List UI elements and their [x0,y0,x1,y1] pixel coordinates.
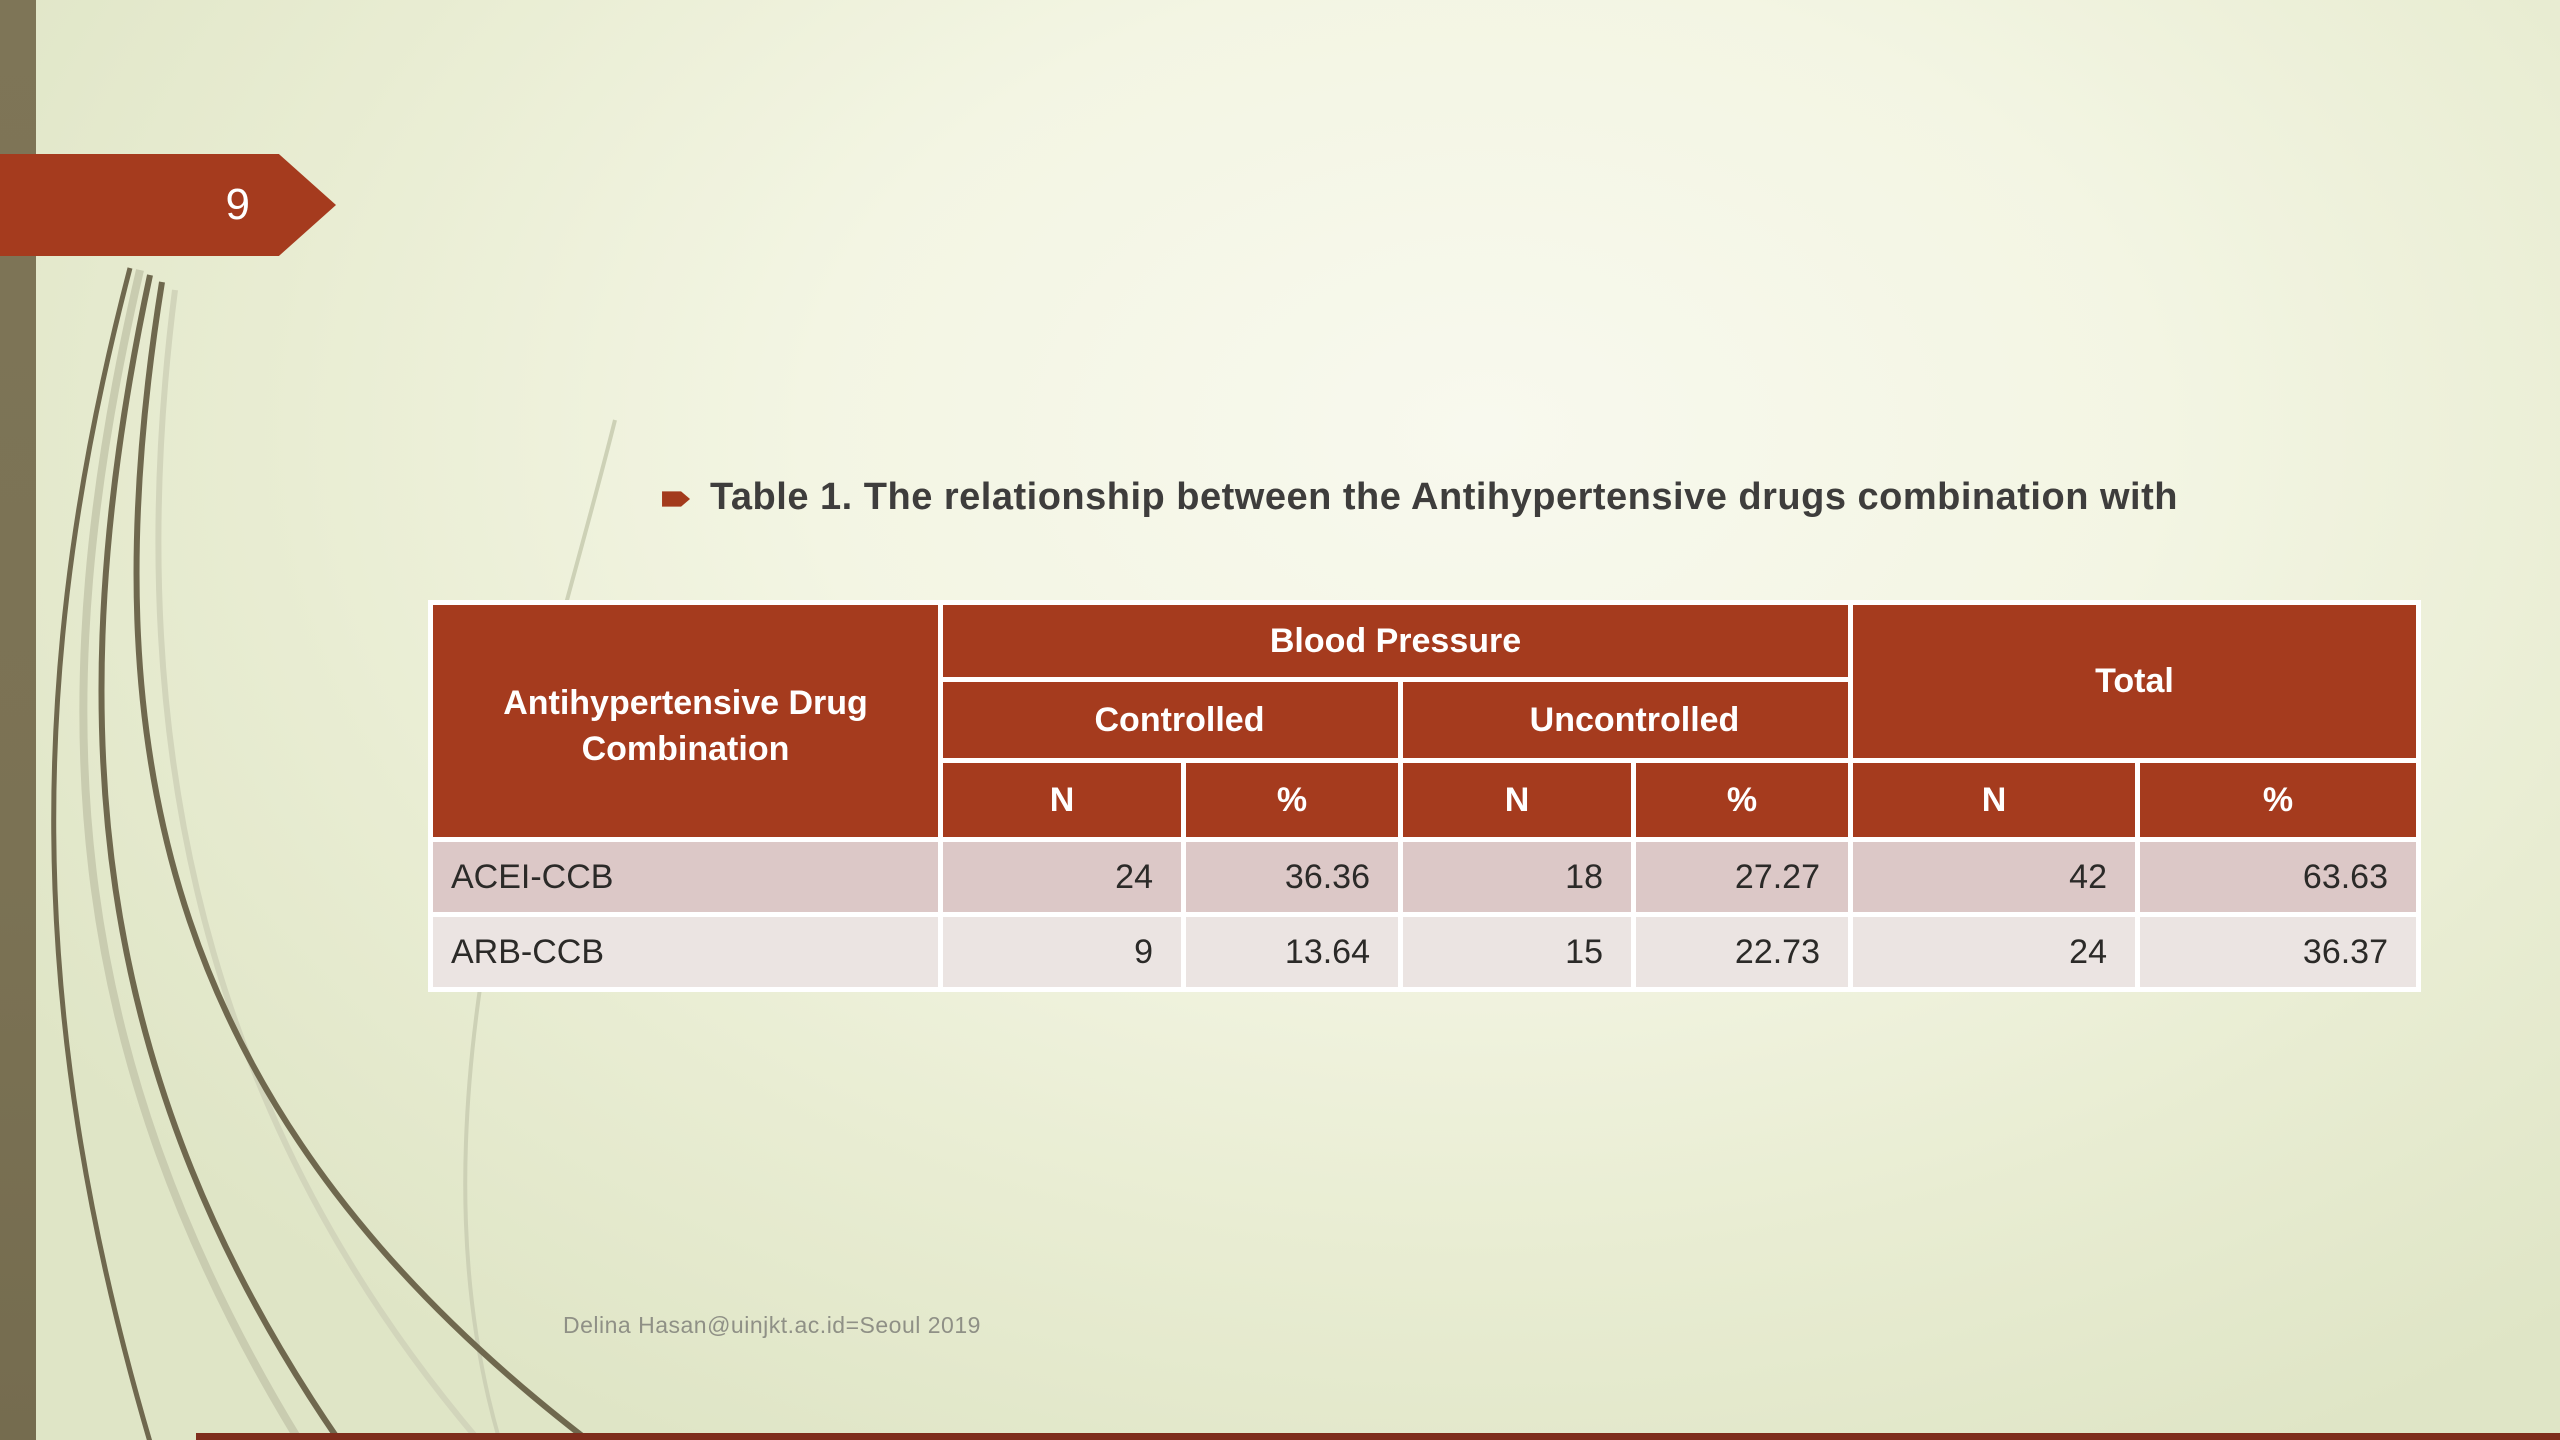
cell-uncontrolled-pct: 27.27 [1636,842,1848,912]
bullet-arrow-icon [662,491,691,507]
cell-controlled-n: 24 [943,842,1181,912]
cell-total-pct: 63.63 [2140,842,2416,912]
header-total: Total [1853,605,2416,758]
header-uncontrolled: Uncontrolled [1403,682,1848,758]
cell-uncontrolled-n: 15 [1403,917,1631,987]
table-row: ACEI-CCB 24 36.36 18 27.27 42 63.63 [433,842,2416,912]
header-total-n: N [1853,763,2135,837]
header-uncontrolled-pct: % [1636,763,1848,837]
header-antihypertensive-drug-combination: Antihypertensive Drug Combination [433,605,938,837]
header-uncontrolled-n: N [1403,763,1631,837]
row-label: ARB-CCB [433,917,938,987]
cell-total-n: 24 [1853,917,2135,987]
row-label: ACEI-CCB [433,842,938,912]
title-line-1: Table 1. The relationship between the An… [430,470,2410,524]
header-total-pct: % [2140,763,2416,837]
footer-credit: Delina Hasan@uinjkt.ac.id=Seoul 2019 [563,1312,981,1338]
cell-controlled-pct: 13.64 [1186,917,1398,987]
cell-uncontrolled-pct: 22.73 [1636,917,1848,987]
header-controlled-n: N [943,763,1181,837]
bottom-accent-bar [196,1433,2560,1440]
table-row: ARB-CCB 9 13.64 15 22.73 24 36.37 [433,917,2416,987]
cell-uncontrolled-n: 18 [1403,842,1631,912]
header-controlled-pct: % [1186,763,1398,837]
header-blood-pressure: Blood Pressure [943,605,1848,677]
cell-controlled-pct: 36.36 [1186,842,1398,912]
header-controlled: Controlled [943,682,1398,758]
data-table: Antihypertensive Drug Combination Blood … [428,600,2421,992]
slide-number: 9 [225,180,250,229]
cell-controlled-n: 9 [943,917,1181,987]
slide-number-badge: 9 [0,154,336,256]
cell-total-n: 42 [1853,842,2135,912]
cell-total-pct: 36.37 [2140,917,2416,987]
